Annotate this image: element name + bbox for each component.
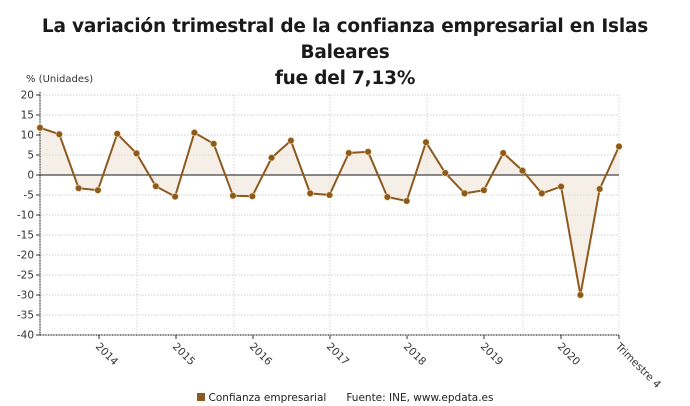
legend-swatch-icon xyxy=(196,393,205,401)
y-tick-label: 15 xyxy=(21,110,34,122)
data-point xyxy=(499,149,507,157)
data-point xyxy=(94,186,102,194)
data-point xyxy=(325,191,334,199)
data-point xyxy=(576,291,585,299)
x-tick-label: 2015 xyxy=(170,341,197,368)
data-point xyxy=(152,182,160,190)
legend-series-label: Confianza empresarial xyxy=(208,392,327,404)
data-point xyxy=(113,130,121,138)
data-point xyxy=(132,149,141,157)
data-point xyxy=(403,197,411,205)
data-point xyxy=(171,193,179,201)
data-point xyxy=(480,186,488,194)
data-point xyxy=(518,167,527,175)
data-point xyxy=(74,184,83,192)
data-point xyxy=(229,192,237,200)
area-fill xyxy=(40,127,619,295)
x-tick-label: 2016 xyxy=(247,341,275,369)
y-tick-label: 10 xyxy=(21,130,34,142)
y-tick-label: -30 xyxy=(17,290,34,302)
y-tick-label: -15 xyxy=(17,230,34,242)
data-point xyxy=(557,183,565,191)
y-tick-label: -40 xyxy=(17,330,34,342)
y-tick-label: 5 xyxy=(27,150,34,162)
data-point xyxy=(461,189,469,197)
data-point xyxy=(441,169,449,177)
x-tick-label: Trimestre 4 xyxy=(612,340,663,390)
y-tick-label: 0 xyxy=(27,170,34,182)
x-tick-label: 2018 xyxy=(401,341,428,368)
legend: Confianza empresarial Fuente: INE, www.ep… xyxy=(0,392,690,404)
data-point xyxy=(190,129,198,137)
data-point xyxy=(364,148,372,156)
y-tick-label: 20 xyxy=(21,90,34,102)
source-note: Fuente: INE, www.epdata.es xyxy=(346,392,494,404)
data-point xyxy=(615,142,623,151)
data-point xyxy=(210,140,218,148)
chart-title-line-2: fue del 7,13% xyxy=(274,68,416,89)
y-tick-label: -20 xyxy=(17,250,34,262)
y-tick-label: -5 xyxy=(24,190,34,202)
data-point xyxy=(383,193,392,201)
line-chart: % (Unidades)20151050-5-10-15-20-25-30-35… xyxy=(17,74,663,390)
x-tick-label: 2014 xyxy=(93,341,121,369)
data-point xyxy=(268,154,276,162)
x-tick-label: 2019 xyxy=(478,341,505,368)
y-tick-label: -25 xyxy=(17,270,34,282)
x-tick-label: 2017 xyxy=(324,341,351,368)
data-point xyxy=(596,185,604,193)
data-point xyxy=(422,138,430,146)
data-point xyxy=(287,137,295,145)
y-axis-label: % (Unidades) xyxy=(26,74,93,85)
data-point xyxy=(538,189,546,197)
data-point xyxy=(36,124,44,132)
data-point xyxy=(345,149,353,157)
y-tick-label: -35 xyxy=(17,310,34,322)
x-tick-label: 2020 xyxy=(555,341,582,368)
data-point xyxy=(55,130,63,138)
chart-title-line-1: La variación trimestral de la confianza … xyxy=(41,16,649,63)
data-point xyxy=(306,189,314,197)
data-point xyxy=(248,192,256,200)
chart-title: La variación trimestral de la confianza … xyxy=(0,14,690,92)
y-tick-label: -10 xyxy=(17,210,34,222)
